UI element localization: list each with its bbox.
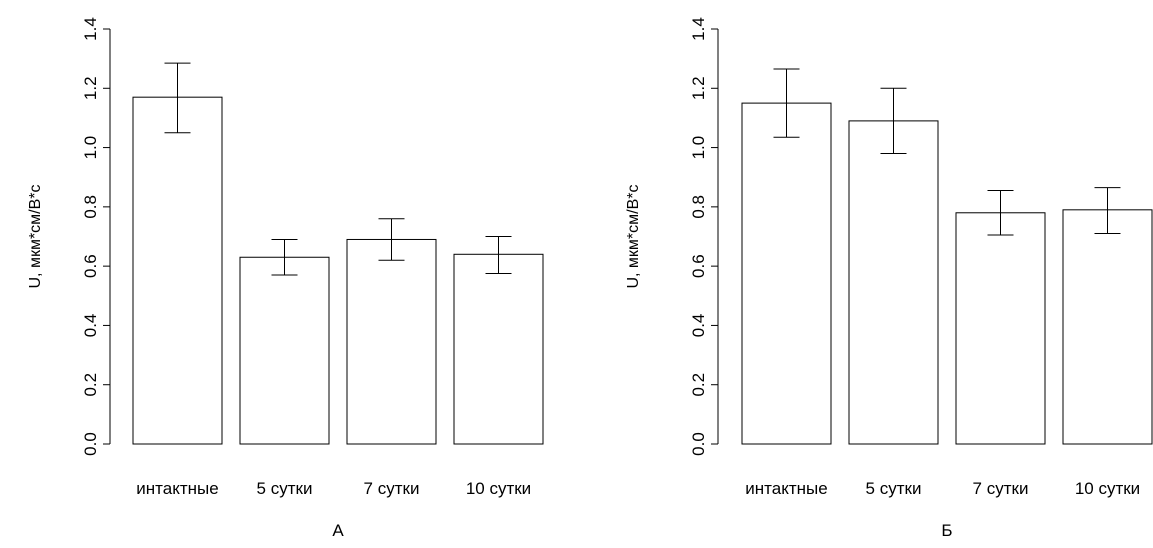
error-bars <box>773 68 1121 236</box>
category-label: 5 сутки <box>257 479 313 498</box>
bars <box>741 102 1153 445</box>
bar <box>848 120 939 445</box>
y-axis-label: U, мкм*см/В*с <box>625 184 642 288</box>
y-tick-label: 1.2 <box>81 76 100 100</box>
bar <box>955 212 1046 445</box>
bar <box>346 238 437 445</box>
category-labels: интактные 5 сутки 7 сутки 10 сутки <box>136 479 531 498</box>
panel-label: А <box>332 521 344 540</box>
panel-label: Б <box>941 521 952 540</box>
y-axis: 0.0 0.2 0.4 0.6 0.8 1.0 1.2 1.4 <box>81 17 111 456</box>
category-label: интактные <box>745 479 827 498</box>
category-label: 10 сутки <box>466 479 531 498</box>
y-tick-label: 0.8 <box>689 195 708 219</box>
error-bars <box>164 62 512 276</box>
y-axis: 0.0 0.2 0.4 0.6 0.8 1.0 1.2 1.4 <box>689 17 719 456</box>
category-labels: интактные 5 сутки 7 сутки 10 сутки <box>745 479 1140 498</box>
bar <box>1062 209 1153 445</box>
category-label: 5 сутки <box>866 479 922 498</box>
y-tick-label: 1.2 <box>689 76 708 100</box>
bar <box>453 253 544 445</box>
chart-panel-b: 0.0 0.2 0.4 0.6 0.8 1.0 1.2 1.4 U, мкм*см/В*с и… <box>625 17 1153 540</box>
y-tick-label: 0.0 <box>689 432 708 456</box>
bar <box>132 96 223 445</box>
category-label: интактные <box>136 479 218 498</box>
y-tick-label: 0.6 <box>689 254 708 278</box>
bar <box>741 102 832 445</box>
y-axis-label: U, мкм*см/В*с <box>27 184 44 288</box>
y-tick-label: 0.4 <box>81 314 100 338</box>
bars <box>132 96 544 445</box>
y-tick-label: 0.0 <box>81 432 100 456</box>
y-tick-label: 0.4 <box>689 314 708 338</box>
y-tick-label: 1.4 <box>81 17 100 41</box>
y-tick-label: 1.4 <box>689 17 708 41</box>
y-tick-label: 1.0 <box>81 136 100 160</box>
category-label: 10 сутки <box>1075 479 1140 498</box>
category-label: 7 сутки <box>973 479 1029 498</box>
y-tick-label: 0.2 <box>81 373 100 397</box>
y-tick-label: 0.2 <box>689 373 708 397</box>
category-label: 7 сутки <box>364 479 420 498</box>
chart-panel-a: 0.0 0.2 0.4 0.6 0.8 1.0 1.2 1.4 U, мкм*см/В*с и… <box>27 17 544 540</box>
y-tick-label: 0.8 <box>81 195 100 219</box>
y-tick-label: 1.0 <box>689 136 708 160</box>
y-tick-label: 0.6 <box>81 254 100 278</box>
bar <box>239 256 330 445</box>
